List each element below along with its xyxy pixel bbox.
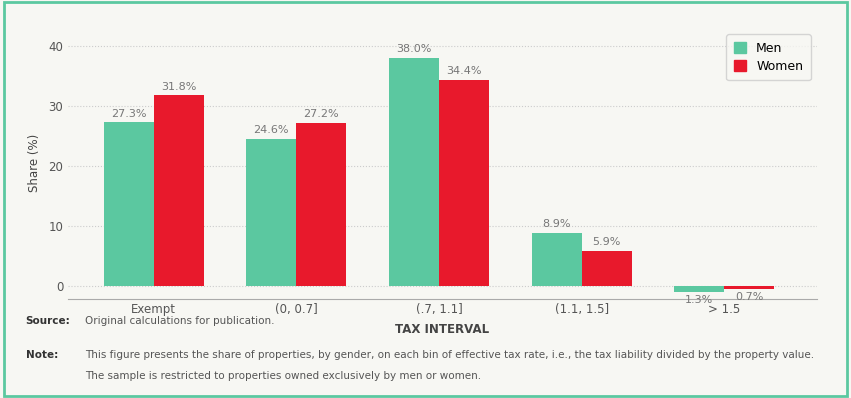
Bar [674, 287, 724, 293]
Text: 27.2%: 27.2% [304, 109, 339, 119]
Text: 8.9%: 8.9% [542, 219, 571, 229]
Text: Source:: Source: [26, 316, 71, 326]
Text: 24.6%: 24.6% [254, 125, 289, 135]
Text: 34.4%: 34.4% [446, 66, 482, 76]
Text: 5.9%: 5.9% [592, 237, 620, 248]
Bar [296, 123, 346, 287]
Bar [532, 233, 581, 287]
Text: 31.8%: 31.8% [161, 82, 197, 92]
Text: 38.0%: 38.0% [397, 44, 431, 54]
Bar [154, 95, 203, 287]
Bar [439, 80, 488, 287]
Text: Note:: Note: [26, 350, 58, 360]
Y-axis label: Share (%): Share (%) [28, 134, 42, 192]
Text: 0.7%: 0.7% [735, 292, 763, 302]
Text: 1.3%: 1.3% [685, 295, 713, 305]
Bar [247, 139, 296, 287]
Legend: Men, Women: Men, Women [726, 34, 811, 80]
Text: 27.3%: 27.3% [111, 109, 146, 119]
Text: This figure presents the share of properties, by gender, on each bin of effectiv: This figure presents the share of proper… [85, 350, 814, 360]
Bar [581, 251, 631, 287]
X-axis label: TAX INTERVAL: TAX INTERVAL [396, 323, 489, 336]
Bar [724, 287, 774, 289]
Text: The sample is restricted to properties owned exclusively by men or women.: The sample is restricted to properties o… [85, 371, 481, 381]
Bar [104, 122, 154, 287]
Text: Original calculations for publication.: Original calculations for publication. [85, 316, 275, 326]
Bar [389, 58, 439, 287]
